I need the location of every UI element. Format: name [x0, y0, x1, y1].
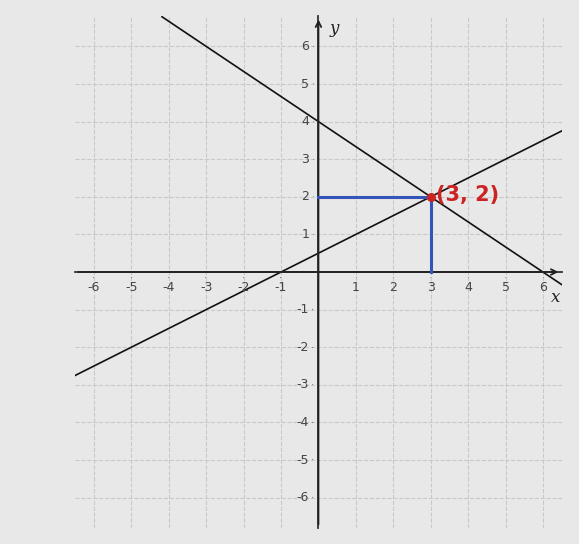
- Text: -6: -6: [296, 491, 309, 504]
- Text: 1: 1: [352, 281, 360, 294]
- Text: 3: 3: [427, 281, 435, 294]
- Text: 6: 6: [539, 281, 547, 294]
- Text: (3, 2): (3, 2): [437, 185, 500, 205]
- Text: 4: 4: [301, 115, 309, 128]
- Text: -2: -2: [237, 281, 250, 294]
- Text: -1: -1: [275, 281, 287, 294]
- Text: -3: -3: [296, 378, 309, 391]
- Text: -2: -2: [296, 341, 309, 354]
- Text: 1: 1: [301, 228, 309, 241]
- Text: -4: -4: [296, 416, 309, 429]
- Text: -5: -5: [125, 281, 138, 294]
- Text: 2: 2: [301, 190, 309, 203]
- Text: -6: -6: [88, 281, 100, 294]
- Text: -3: -3: [200, 281, 212, 294]
- Text: x: x: [551, 289, 560, 306]
- Text: -4: -4: [163, 281, 175, 294]
- Text: 6: 6: [301, 40, 309, 53]
- Text: 2: 2: [389, 281, 397, 294]
- Text: y: y: [329, 20, 339, 37]
- Text: 5: 5: [501, 281, 510, 294]
- Text: -1: -1: [296, 303, 309, 316]
- Text: 5: 5: [301, 77, 309, 90]
- Text: 3: 3: [301, 153, 309, 166]
- Text: 4: 4: [464, 281, 472, 294]
- Text: -5: -5: [296, 454, 309, 467]
